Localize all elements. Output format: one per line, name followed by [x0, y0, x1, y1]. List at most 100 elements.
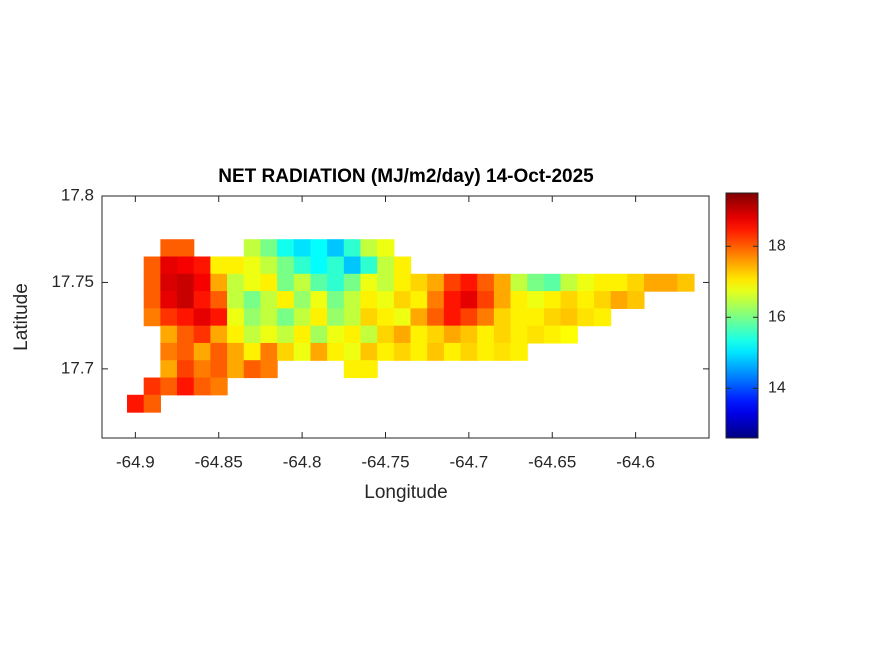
- raster-cell: [177, 273, 195, 292]
- raster-cell: [143, 377, 161, 396]
- raster-cell: [560, 291, 578, 309]
- raster-cell: [227, 273, 245, 292]
- raster-cell: [310, 273, 328, 292]
- raster-cell: [410, 342, 428, 361]
- raster-cell: [160, 291, 178, 309]
- raster-cell: [360, 342, 378, 361]
- raster-cell: [543, 308, 562, 327]
- raster-cell: [227, 256, 245, 275]
- raster-cell: [277, 291, 295, 309]
- raster-cell: [227, 291, 245, 309]
- raster-cell: [477, 273, 495, 292]
- x-axis-label: Longitude: [364, 482, 447, 503]
- raster-cell: [243, 325, 262, 344]
- raster-cell: [593, 291, 612, 309]
- raster-cell: [360, 325, 378, 344]
- raster-cell: [493, 308, 512, 327]
- raster-cell: [210, 256, 228, 275]
- raster-cell: [493, 273, 512, 292]
- raster-cell: [210, 377, 228, 396]
- raster-cell: [610, 273, 628, 292]
- raster-cell: [677, 273, 695, 292]
- raster-cell: [477, 291, 495, 309]
- raster-cell: [193, 325, 211, 344]
- raster-cell: [193, 291, 211, 309]
- x-tick-label: -64.7: [449, 452, 488, 471]
- raster-cell: [410, 308, 428, 327]
- raster-cell: [143, 256, 161, 275]
- raster-cell: [510, 325, 528, 344]
- raster-cell: [510, 291, 528, 309]
- raster-cell: [277, 239, 295, 258]
- raster-cell: [577, 308, 595, 327]
- raster-cell: [143, 273, 161, 292]
- raster-cell: [227, 308, 245, 327]
- raster-cell: [427, 273, 445, 292]
- raster-cell: [243, 360, 262, 379]
- raster-cell: [360, 360, 378, 379]
- raster-cell: [227, 360, 245, 379]
- raster-cell: [177, 325, 195, 344]
- raster-cell: [193, 342, 211, 361]
- raster-cell: [177, 308, 195, 327]
- colorbar-tick-label: 18: [768, 237, 786, 254]
- raster-cell: [377, 325, 395, 344]
- raster-cell: [643, 273, 662, 292]
- raster-cell: [593, 308, 612, 327]
- raster-cell: [510, 273, 528, 292]
- raster-cell: [393, 291, 412, 309]
- raster-cell: [343, 256, 362, 275]
- raster: [127, 239, 695, 413]
- raster-cell: [577, 291, 595, 309]
- raster-cell: [277, 273, 295, 292]
- raster-cell: [227, 342, 245, 361]
- raster-cell: [310, 291, 328, 309]
- raster-cell: [527, 273, 545, 292]
- raster-cell: [543, 291, 562, 309]
- raster-cell: [293, 239, 312, 258]
- raster-cell: [210, 342, 228, 361]
- raster-cell: [260, 308, 278, 327]
- raster-cell: [293, 291, 312, 309]
- raster-cell: [327, 256, 345, 275]
- raster-cell: [460, 291, 478, 309]
- raster-cell: [210, 325, 228, 344]
- raster-cell: [443, 308, 462, 327]
- raster-cell: [177, 256, 195, 275]
- raster-cell: [393, 325, 412, 344]
- raster-cell: [293, 256, 312, 275]
- raster-cell: [310, 342, 328, 361]
- raster-cell: [360, 273, 378, 292]
- raster-cell: [277, 256, 295, 275]
- raster-cell: [160, 256, 178, 275]
- raster-cell: [243, 239, 262, 258]
- raster-cell: [627, 291, 645, 309]
- raster-cell: [410, 325, 428, 344]
- raster-cell: [160, 360, 178, 379]
- raster-cell: [243, 291, 262, 309]
- raster-cell: [377, 342, 395, 361]
- raster-cell: [160, 325, 178, 344]
- raster-cell: [210, 291, 228, 309]
- raster-cell: [427, 342, 445, 361]
- raster-cell: [343, 239, 362, 258]
- raster-cell: [577, 273, 595, 292]
- raster-cell: [310, 325, 328, 344]
- raster-cell: [377, 256, 395, 275]
- raster-cell: [477, 342, 495, 361]
- raster-cell: [260, 256, 278, 275]
- x-tick-label: -64.75: [361, 452, 409, 471]
- raster-cell: [160, 377, 178, 396]
- raster-cell: [177, 239, 195, 258]
- raster-cell: [527, 308, 545, 327]
- raster-cell: [327, 342, 345, 361]
- raster-cell: [543, 325, 562, 344]
- raster-cell: [177, 342, 195, 361]
- raster-cell: [243, 342, 262, 361]
- raster-cell: [310, 308, 328, 327]
- raster-cell: [260, 342, 278, 361]
- raster-cell: [327, 273, 345, 292]
- raster-cell: [427, 291, 445, 309]
- raster-cell: [193, 273, 211, 292]
- raster-cell: [360, 291, 378, 309]
